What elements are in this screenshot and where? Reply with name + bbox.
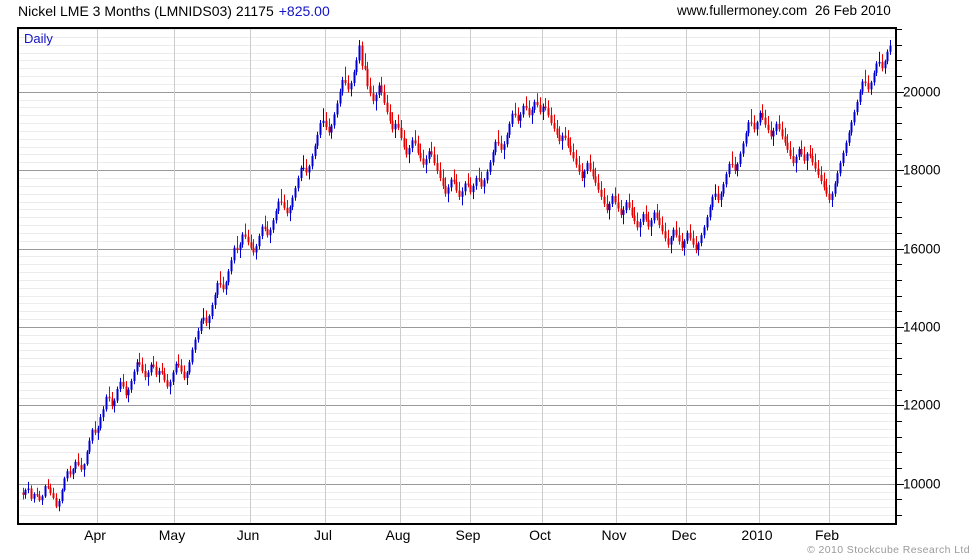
- y-axis-label: 16000: [903, 241, 941, 257]
- y-axis-tick: [897, 202, 902, 203]
- y-axis-tick: [897, 107, 902, 108]
- x-axis-labels: Apr May Jun Jul Aug Sep Oct Nov Dec 2010 Feb: [0, 527, 980, 551]
- x-axis-label: 2010: [741, 527, 773, 543]
- x-axis-label: Jul: [314, 527, 332, 543]
- price-change: +825.00: [278, 3, 330, 19]
- y-axis-tick: [897, 76, 902, 77]
- y-axis-tick: [897, 468, 902, 469]
- y-axis-labels: 10000 12000 14000 16000 18000 20000: [903, 27, 978, 525]
- y-axis-tick: [897, 296, 902, 297]
- y-axis-tick: [897, 123, 902, 124]
- y-axis-tick: [897, 217, 902, 218]
- candlestick-series: [22, 39, 892, 512]
- x-axis-label: Oct: [529, 527, 551, 543]
- website-label: www.fullermoney.com: [677, 3, 808, 18]
- y-axis-tick: [897, 170, 904, 171]
- chart-date: 26 Feb 2010: [815, 3, 891, 18]
- y-axis-tick: [897, 421, 902, 422]
- x-axis-label: Nov: [601, 527, 627, 543]
- y-axis-label: 14000: [903, 319, 941, 335]
- y-axis-tick: [897, 374, 902, 375]
- y-axis-label: 18000: [903, 162, 941, 178]
- copyright-notice: © 2010 Stockcube Research Ltd: [807, 544, 970, 556]
- x-axis-label: May: [158, 527, 186, 543]
- instrument-name-and-price: Nickel LME 3 Months (LMNIDS03) 21175: [18, 3, 274, 19]
- y-axis-tick: [897, 154, 902, 155]
- gridlines: [19, 29, 895, 523]
- y-axis-label: 12000: [903, 397, 941, 413]
- plot-inner: Daily: [19, 29, 895, 523]
- instrument-title: Nickel LME 3 Months (LMNIDS03) 21175 +825…: [18, 3, 330, 19]
- y-axis-tick: [897, 405, 904, 406]
- x-axis-label: Aug: [385, 527, 411, 543]
- y-axis-tick: [897, 280, 902, 281]
- y-axis-tick: [897, 45, 902, 46]
- chart-header: Nickel LME 3 Months (LMNIDS03) 21175 +825…: [0, 0, 980, 26]
- y-axis-tick: [897, 515, 902, 516]
- y-axis-label: 20000: [903, 84, 941, 100]
- y-axis-tick: [897, 452, 902, 453]
- y-axis-tick: [897, 437, 902, 438]
- y-axis-tick: [897, 264, 902, 265]
- y-axis-tick: [897, 29, 902, 30]
- x-axis-label: Dec: [671, 527, 697, 543]
- y-axis-tick: [897, 327, 904, 328]
- y-axis-tick: [897, 139, 902, 140]
- y-axis-tick: [897, 390, 902, 391]
- y-axis-tick: [897, 186, 902, 187]
- y-axis-tick: [897, 499, 902, 500]
- x-axis-label: Apr: [84, 527, 106, 543]
- y-axis-tick: [897, 92, 904, 93]
- y-axis-tick: [897, 358, 902, 359]
- timeframe-label: Daily: [24, 31, 53, 46]
- y-axis-label: 10000: [903, 476, 941, 492]
- plot-area: Daily: [17, 27, 897, 525]
- y-axis-tick: [897, 484, 904, 485]
- x-axis-label: Feb: [814, 527, 840, 543]
- x-axis-label: Jun: [236, 527, 260, 543]
- y-axis-tick: [897, 311, 902, 312]
- y-axis-tick: [897, 60, 902, 61]
- x-axis-label: Sep: [455, 527, 481, 543]
- y-axis-tick: [897, 249, 904, 250]
- y-axis-tick: [897, 343, 902, 344]
- y-axis-tick: [897, 233, 902, 234]
